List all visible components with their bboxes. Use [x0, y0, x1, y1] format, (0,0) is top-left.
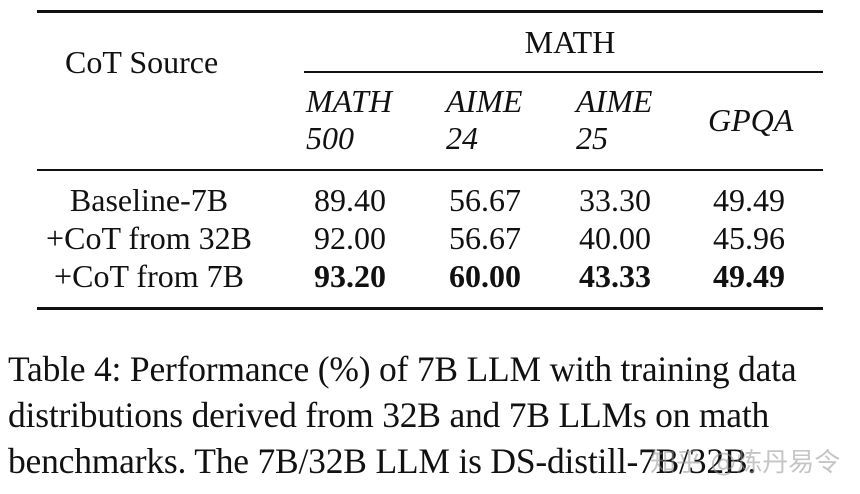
caption-line: Table 4: Performance (%) of 7B LLM with … [8, 349, 797, 389]
cell: 49.49 [713, 182, 785, 218]
cell: 33.30 [579, 182, 651, 218]
row-label-header: CoT Source [65, 44, 219, 80]
col-header-aime24-line1: AIME [446, 83, 523, 119]
cell: 40.00 [579, 220, 651, 256]
watermark: 知乎 @炼丹易令 [650, 448, 841, 478]
cell-best: 49.49 [713, 258, 785, 294]
row-label-cot-32b: +CoT from 32B [46, 220, 252, 256]
col-header-aime24-line2: 24 [446, 120, 478, 156]
group-header-math: MATH [524, 24, 616, 60]
caption-line: benchmarks. The 7B/32B LLM is DS-distill… [8, 441, 757, 481]
cell-best: 93.20 [314, 258, 386, 294]
cell: 56.67 [449, 182, 521, 218]
col-header-math500-line2: 500 [306, 120, 354, 156]
col-header-aime25-line1: AIME [576, 83, 653, 119]
caption-line: distributions derived from 32B and 7B LL… [8, 395, 770, 435]
cell: 92.00 [314, 220, 386, 256]
col-header-aime25-line2: 25 [576, 120, 608, 156]
group-cmidrule [304, 71, 823, 73]
bottom-rule [37, 307, 823, 310]
cell: 56.67 [449, 220, 521, 256]
col-header-math500-line1: MATH [306, 83, 392, 119]
row-label-baseline: Baseline-7B [69, 182, 229, 218]
row-label-cot-7b: +CoT from 7B [54, 258, 244, 294]
table-caption: Table 4: Performance (%) of 7B LLM with … [8, 346, 858, 484]
col-header-gpqa: GPQA [708, 102, 794, 138]
cell: 45.96 [713, 220, 785, 256]
cell-best: 43.33 [579, 258, 651, 294]
cell-best: 60.00 [449, 258, 521, 294]
cell: 89.40 [314, 182, 386, 218]
mid-rule [37, 169, 823, 171]
top-rule [37, 10, 823, 13]
